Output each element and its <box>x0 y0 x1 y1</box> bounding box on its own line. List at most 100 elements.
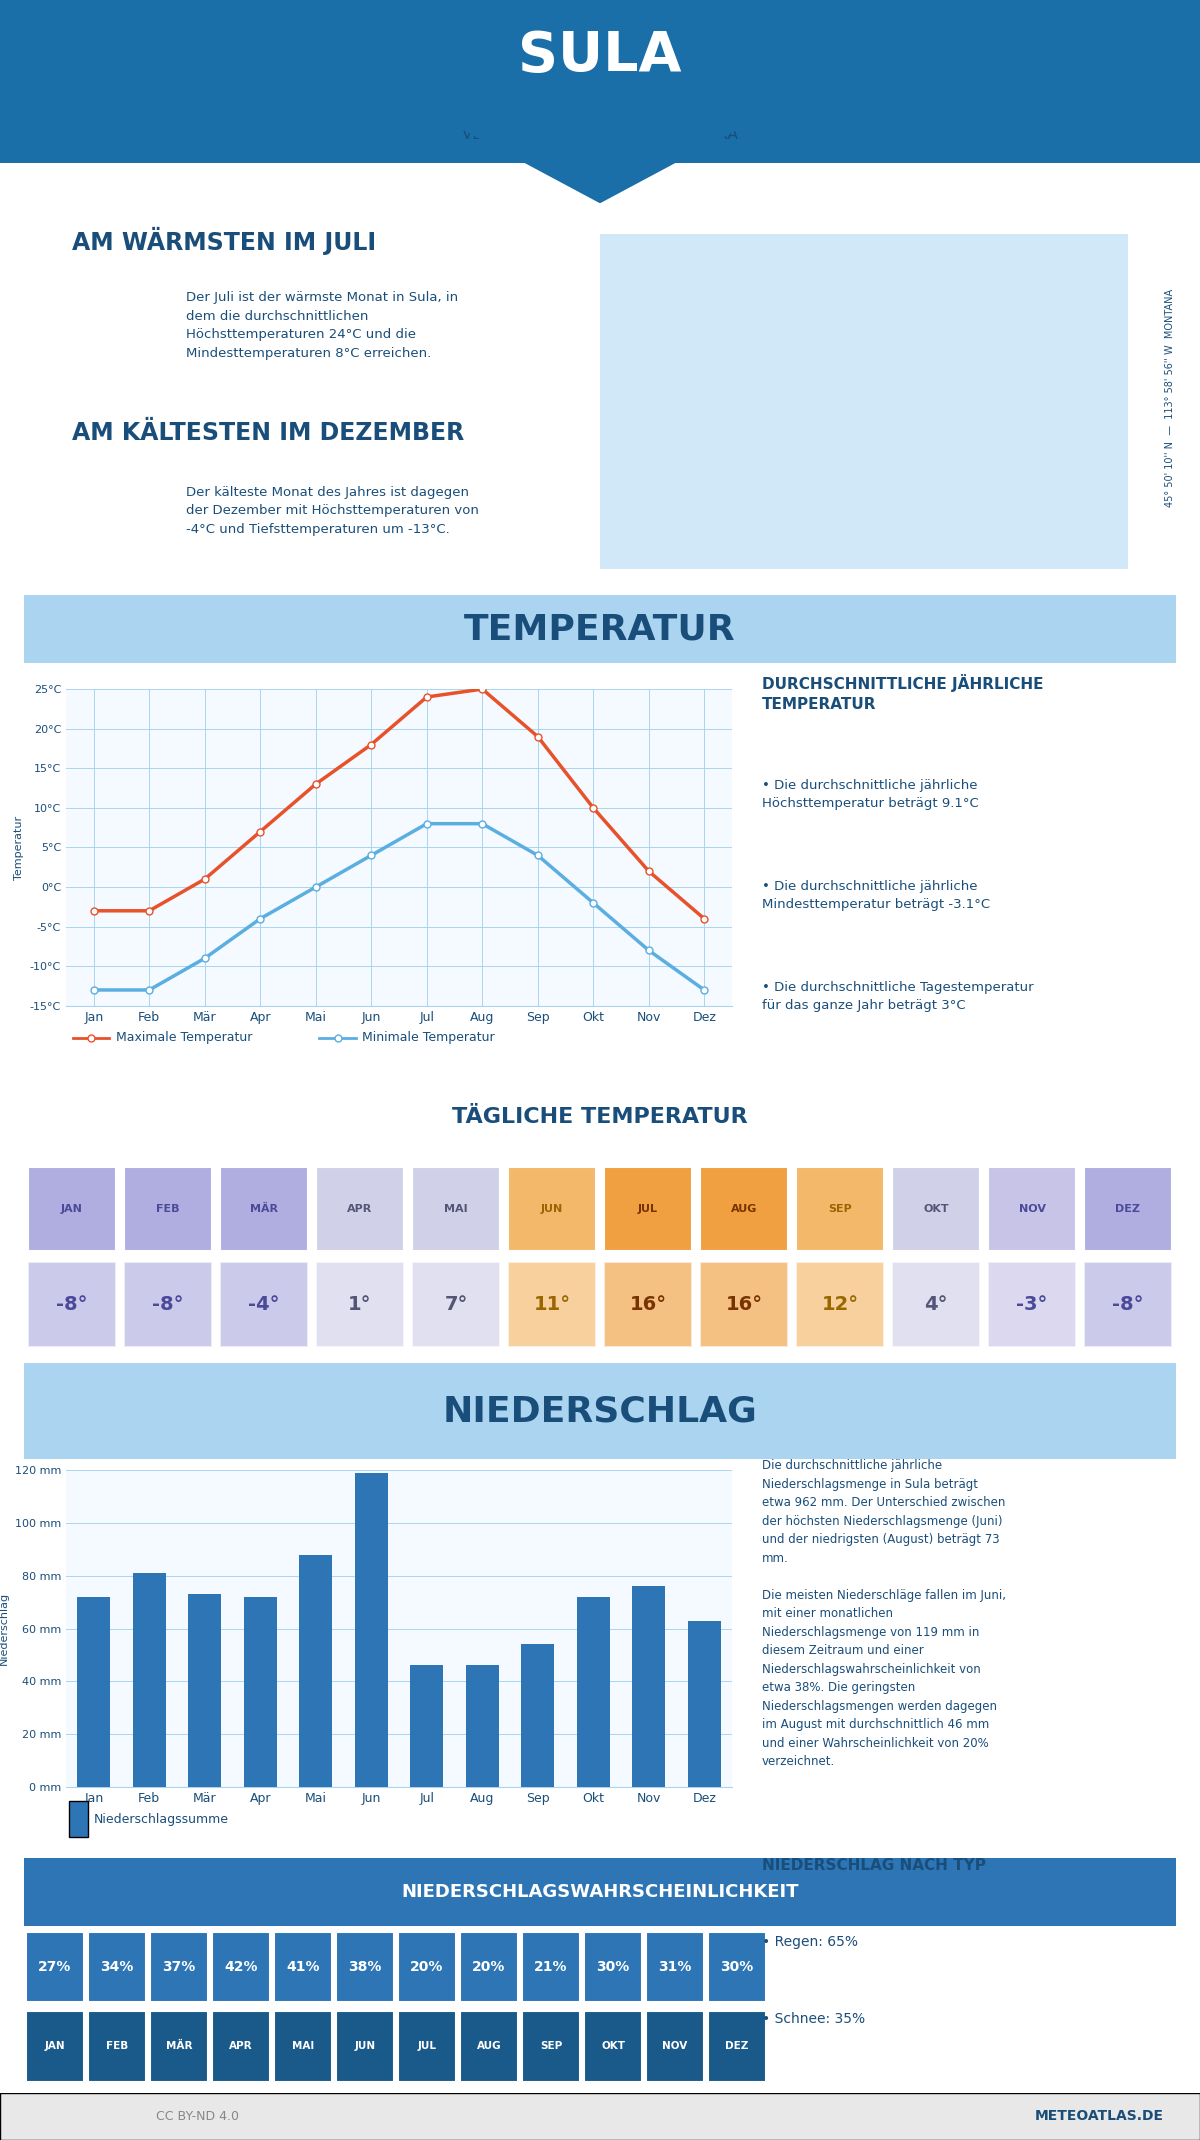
Text: VEREINIGTE STAATEN VON AMERIKA: VEREINIGTE STAATEN VON AMERIKA <box>462 126 738 141</box>
Text: AUG: AUG <box>731 1205 757 1213</box>
FancyBboxPatch shape <box>220 1166 308 1252</box>
Text: Der Juli ist der wärmste Monat in Sula, in
dem die durchschnittlichen
Höchsttemp: Der Juli ist der wärmste Monat in Sula, … <box>186 291 458 360</box>
Text: TEMPERATUR: TEMPERATUR <box>464 612 736 646</box>
Text: MAI: MAI <box>444 1205 468 1213</box>
Text: • Die durchschnittliche jährliche
Höchsttemperatur beträgt 9.1°C: • Die durchschnittliche jährliche Höchst… <box>762 779 979 809</box>
Text: AUG: AUG <box>476 2042 502 2052</box>
Text: 34%: 34% <box>101 1960 133 1973</box>
Text: JUN: JUN <box>354 2042 376 2052</box>
Bar <box>355 1472 388 1787</box>
Text: JAN: JAN <box>61 1205 83 1213</box>
Polygon shape <box>432 113 768 203</box>
Bar <box>632 1586 665 1787</box>
Text: NIEDERSCHLAGSWAHRSCHEINLICHKEIT: NIEDERSCHLAGSWAHRSCHEINLICHKEIT <box>401 1883 799 1900</box>
Text: Niederschlagssumme: Niederschlagssumme <box>94 1813 229 1825</box>
FancyBboxPatch shape <box>522 2012 580 2082</box>
Text: AM WÄRMSTEN IM JULI: AM WÄRMSTEN IM JULI <box>72 227 376 255</box>
FancyBboxPatch shape <box>988 1166 1076 1252</box>
FancyBboxPatch shape <box>604 1166 692 1252</box>
FancyBboxPatch shape <box>398 1932 456 2003</box>
Text: 7°: 7° <box>444 1295 468 1314</box>
FancyBboxPatch shape <box>700 1263 788 1346</box>
Text: NOV: NOV <box>662 2042 688 2052</box>
FancyBboxPatch shape <box>275 1932 331 2003</box>
Text: JUN: JUN <box>541 1205 563 1213</box>
FancyBboxPatch shape <box>0 2093 1200 2140</box>
Bar <box>244 1596 277 1787</box>
FancyBboxPatch shape <box>700 1166 788 1252</box>
Text: 30%: 30% <box>720 1960 754 1973</box>
Text: APR: APR <box>229 2042 253 2052</box>
Bar <box>132 1573 166 1787</box>
Text: MAI: MAI <box>292 2042 314 2052</box>
FancyBboxPatch shape <box>220 1263 308 1346</box>
FancyBboxPatch shape <box>28 1263 116 1346</box>
FancyBboxPatch shape <box>0 1359 1200 1464</box>
Text: NIEDERSCHLAG NACH TYP: NIEDERSCHLAG NACH TYP <box>762 1858 986 1872</box>
Text: OKT: OKT <box>601 2042 625 2052</box>
FancyBboxPatch shape <box>124 1166 212 1252</box>
FancyBboxPatch shape <box>796 1166 884 1252</box>
Text: SEP: SEP <box>828 1205 852 1213</box>
Text: -8°: -8° <box>1112 1295 1144 1314</box>
FancyBboxPatch shape <box>89 1932 145 2003</box>
FancyBboxPatch shape <box>461 2012 517 2082</box>
FancyBboxPatch shape <box>336 1932 394 2003</box>
FancyBboxPatch shape <box>892 1166 980 1252</box>
FancyBboxPatch shape <box>212 1932 270 2003</box>
Text: Minimale Temperatur: Minimale Temperatur <box>362 1031 494 1044</box>
FancyBboxPatch shape <box>412 1263 500 1346</box>
FancyBboxPatch shape <box>150 1932 208 2003</box>
FancyBboxPatch shape <box>398 2012 456 2082</box>
FancyBboxPatch shape <box>70 1802 88 1836</box>
Text: 1°: 1° <box>348 1295 372 1314</box>
FancyBboxPatch shape <box>0 113 1200 163</box>
FancyBboxPatch shape <box>604 1263 692 1346</box>
FancyBboxPatch shape <box>412 1166 500 1252</box>
Text: AM KÄLTESTEN IM DEZEMBER: AM KÄLTESTEN IM DEZEMBER <box>72 422 464 445</box>
Text: 4°: 4° <box>924 1295 948 1314</box>
Text: JAN: JAN <box>44 2042 65 2052</box>
Text: FEB: FEB <box>156 1205 180 1213</box>
Text: 11°: 11° <box>534 1295 570 1314</box>
FancyBboxPatch shape <box>988 1263 1076 1346</box>
Text: TÄGLICHE TEMPERATUR: TÄGLICHE TEMPERATUR <box>452 1106 748 1128</box>
Text: 20%: 20% <box>410 1960 444 1973</box>
Text: JUL: JUL <box>418 2042 437 2052</box>
Text: MÄR: MÄR <box>166 2042 192 2052</box>
Text: 27%: 27% <box>38 1960 72 1973</box>
FancyBboxPatch shape <box>796 1263 884 1346</box>
Text: • Die durchschnittliche jährliche
Mindesttemperatur beträgt -3.1°C: • Die durchschnittliche jährliche Mindes… <box>762 880 990 912</box>
Text: NIEDERSCHLAG: NIEDERSCHLAG <box>443 1395 757 1427</box>
FancyBboxPatch shape <box>275 2012 331 2082</box>
Text: • Regen: 65%: • Regen: 65% <box>762 1935 858 1950</box>
Text: 31%: 31% <box>659 1960 691 1973</box>
FancyBboxPatch shape <box>708 2012 766 2082</box>
Text: 42%: 42% <box>224 1960 258 1973</box>
FancyBboxPatch shape <box>150 2012 208 2082</box>
Text: MÄR: MÄR <box>250 1205 278 1213</box>
Bar <box>521 1644 554 1787</box>
FancyBboxPatch shape <box>0 593 1200 666</box>
Text: FEB: FEB <box>106 2042 128 2052</box>
Bar <box>299 1554 332 1787</box>
Text: DEZ: DEZ <box>725 2042 749 2052</box>
FancyBboxPatch shape <box>26 2012 84 2082</box>
Text: Die durchschnittliche jährliche
Niederschlagsmenge in Sula beträgt
etwa 962 mm. : Die durchschnittliche jährliche Niedersc… <box>762 1459 1006 1768</box>
FancyBboxPatch shape <box>0 0 1200 118</box>
FancyBboxPatch shape <box>522 1932 580 2003</box>
Text: 45° 50' 10'' N  —  113° 58' 56'' W  MONTANA: 45° 50' 10'' N — 113° 58' 56'' W MONTANA <box>1165 289 1175 507</box>
Text: DEZ: DEZ <box>1116 1205 1140 1213</box>
Text: 30%: 30% <box>596 1960 630 1973</box>
Text: 21%: 21% <box>534 1960 568 1973</box>
FancyBboxPatch shape <box>584 2012 642 2082</box>
Text: SULA: SULA <box>518 30 682 83</box>
Bar <box>466 1665 499 1787</box>
Text: 37%: 37% <box>162 1960 196 1973</box>
Text: 38%: 38% <box>348 1960 382 1973</box>
Text: 16°: 16° <box>630 1295 666 1314</box>
FancyBboxPatch shape <box>124 1263 212 1346</box>
Text: 16°: 16° <box>726 1295 762 1314</box>
FancyBboxPatch shape <box>461 1932 517 2003</box>
Text: METEOATLAS.DE: METEOATLAS.DE <box>1034 2110 1164 2123</box>
